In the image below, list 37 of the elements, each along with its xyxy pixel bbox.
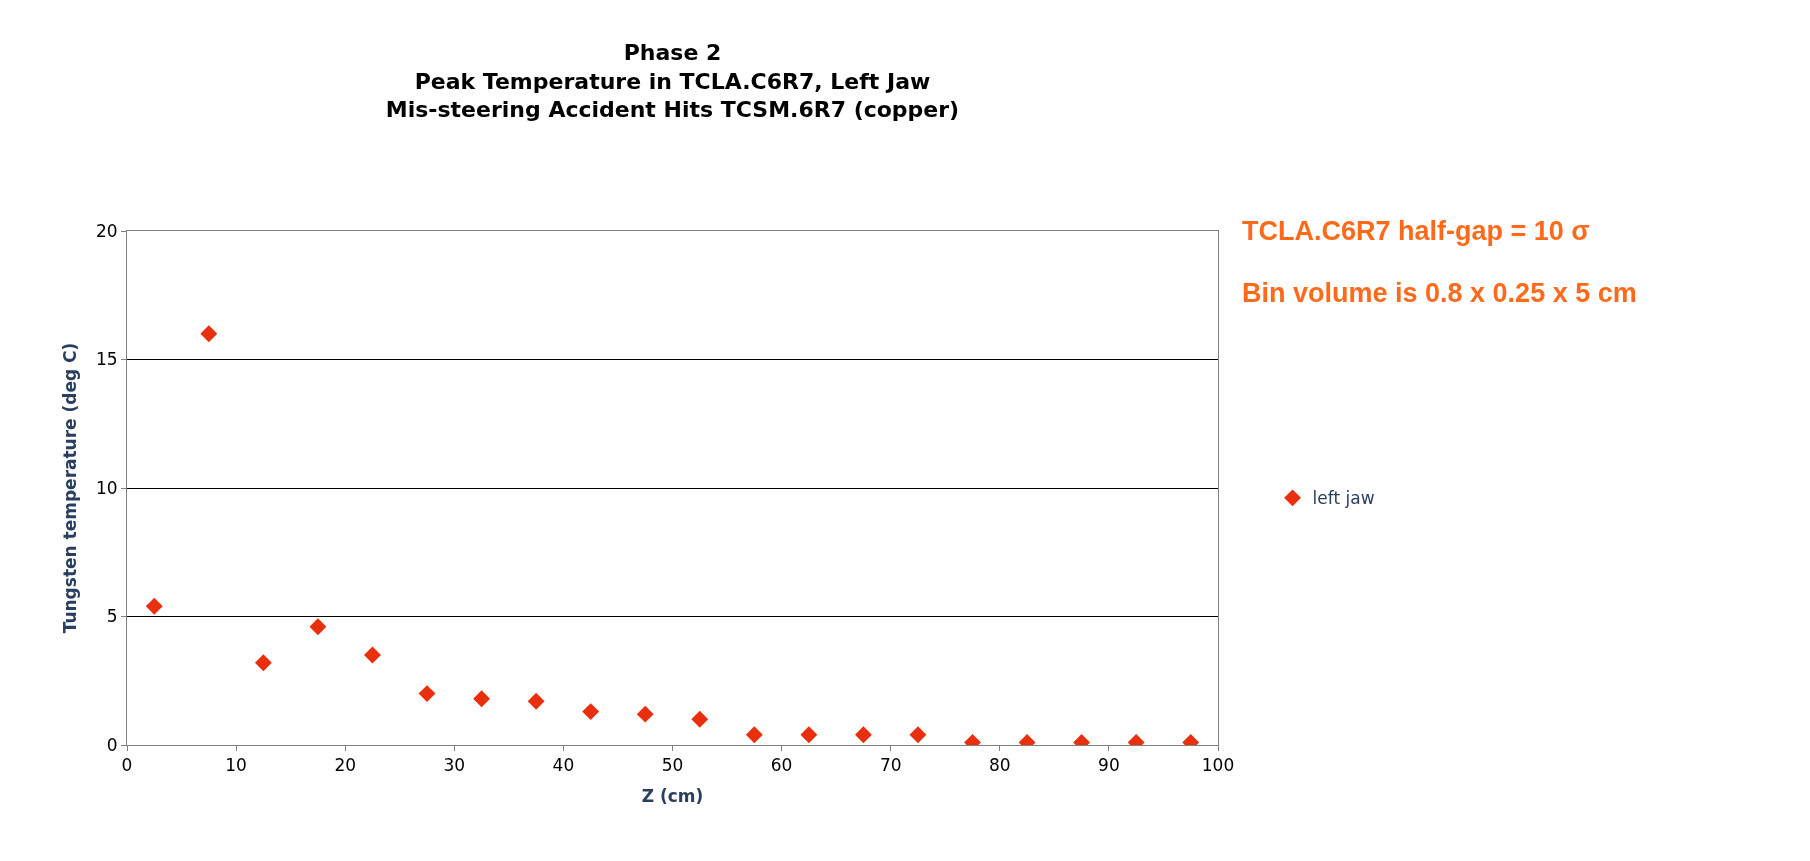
x-tick-label: 30 [443, 755, 466, 776]
point [254, 654, 272, 672]
point [854, 726, 872, 744]
x-tick-label: 0 [121, 755, 133, 776]
text: TCLA.C6R7 half-gap = 10 σ [1242, 216, 1590, 246]
y-tick-label: 5 [106, 606, 118, 627]
point [527, 692, 545, 710]
y-tick-label: 15 [95, 349, 118, 370]
y-tick-label: 0 [106, 734, 118, 755]
legend-label: left jaw [1312, 488, 1375, 509]
text: Bin volume is 0.8 x 0.25 x 5 cm [1242, 278, 1637, 308]
x-tick-label: 10 [225, 755, 247, 776]
x-tick-label: 20 [334, 755, 357, 776]
x-tick-label: 90 [1098, 755, 1120, 776]
y-tick-label: 10 [95, 477, 118, 498]
point [309, 618, 327, 636]
point [636, 705, 654, 723]
point [745, 726, 763, 744]
point [364, 646, 381, 664]
x-tick-label: 100 [1201, 755, 1235, 776]
point [418, 685, 436, 703]
chart-title: Phase 2 Peak Temperature in TCLA.C6R7, Left Jaw Mis-steering Accident Hits TCSM.6R7 (copper) [385, 40, 960, 123]
point [691, 710, 709, 728]
x-tick-label: 80 [988, 755, 1011, 776]
point [909, 726, 927, 744]
point [145, 597, 163, 615]
x-tick-label: 50 [661, 755, 684, 776]
point [800, 726, 818, 744]
y-axis-title: Tungsten temperature (deg C) [59, 342, 80, 634]
x-tick-label: 70 [879, 755, 902, 776]
x-tick-label: 40 [552, 755, 575, 776]
y-tick-label: 20 [95, 220, 118, 241]
point [473, 690, 491, 708]
point [582, 703, 600, 721]
x-axis-title: Z (cm) [641, 785, 704, 806]
point [200, 325, 218, 343]
x-tick-label: 60 [770, 755, 793, 776]
